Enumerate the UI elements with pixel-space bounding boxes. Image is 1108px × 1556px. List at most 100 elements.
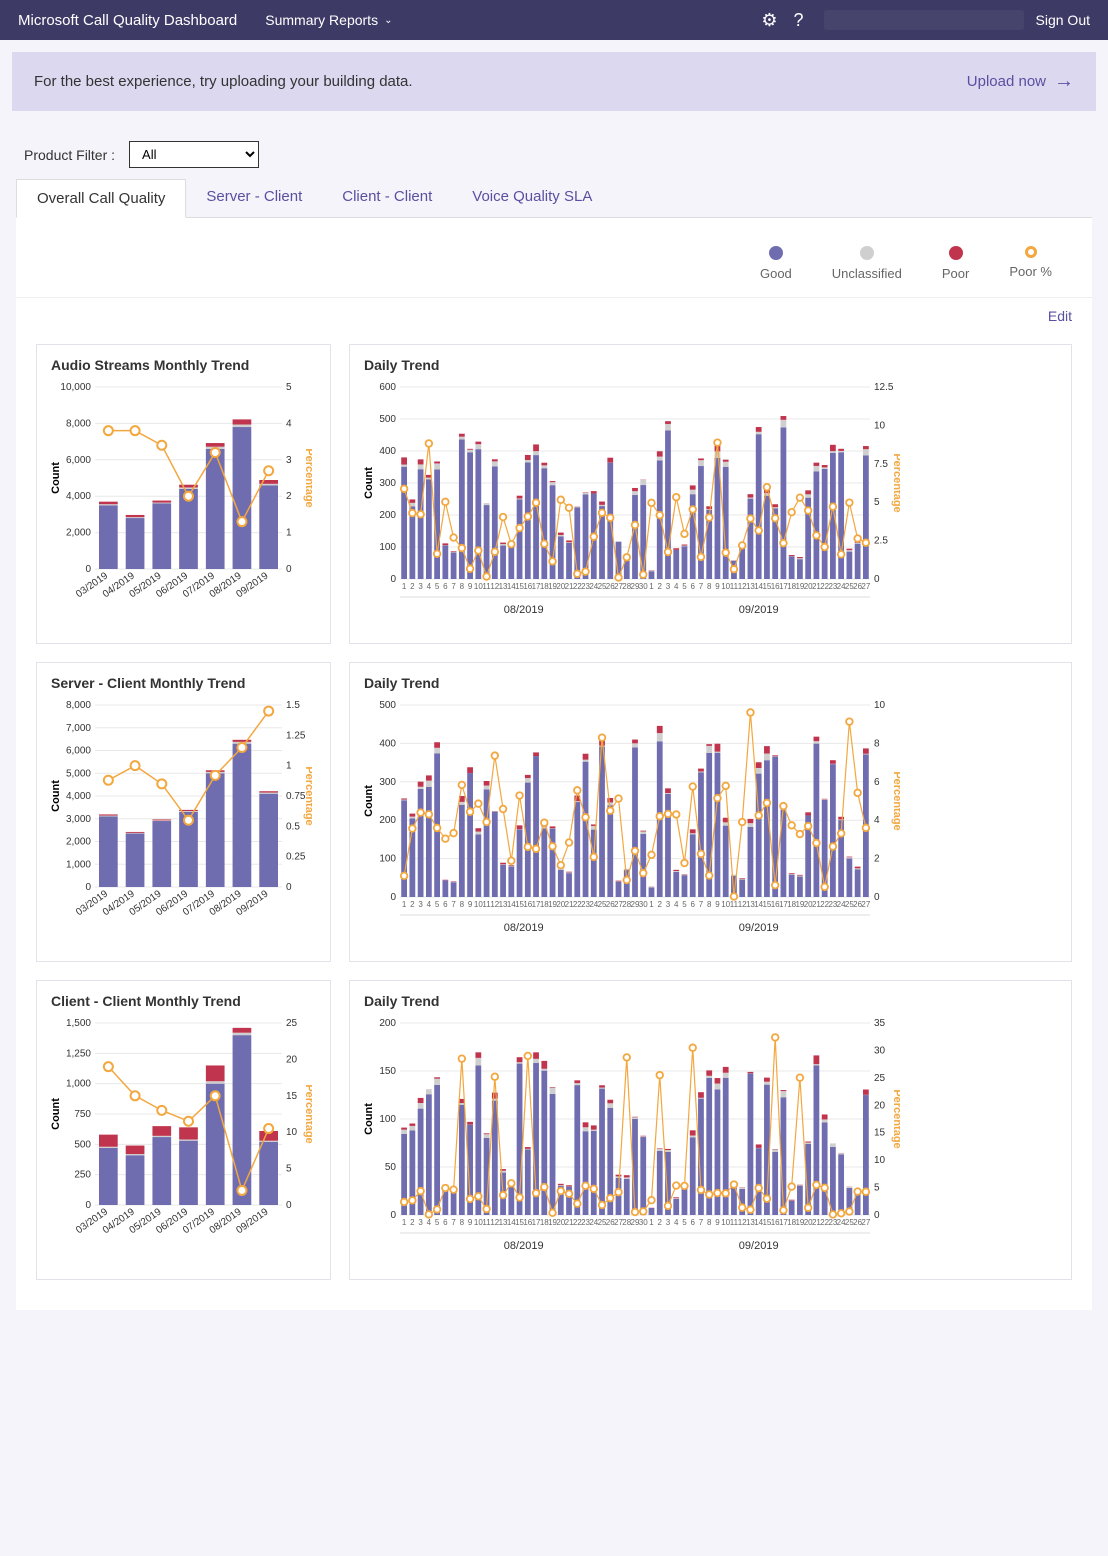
edit-row: Edit xyxy=(16,298,1092,334)
svg-text:8: 8 xyxy=(460,582,465,591)
chart-card: Daily Trend01002003004005000246810123456… xyxy=(349,662,1072,962)
svg-text:500: 500 xyxy=(379,700,396,711)
upload-now-link[interactable]: Upload now → xyxy=(967,70,1074,93)
product-filter-label: Product Filter : xyxy=(24,147,115,163)
svg-text:500: 500 xyxy=(379,414,396,425)
legend-label: Unclassified xyxy=(832,266,902,281)
svg-text:0: 0 xyxy=(874,892,880,903)
app-title: Microsoft Call Quality Dashboard xyxy=(18,12,237,29)
chart-card: Client - Client Monthly Trend02505007501… xyxy=(36,980,331,1280)
svg-text:2,000: 2,000 xyxy=(66,837,91,848)
svg-text:600: 600 xyxy=(379,382,396,393)
svg-text:1: 1 xyxy=(649,900,654,909)
svg-text:Count: Count xyxy=(363,467,375,499)
tab-client-client[interactable]: Client - Client xyxy=(322,178,452,217)
svg-text:8: 8 xyxy=(707,1218,712,1227)
svg-text:25: 25 xyxy=(286,1018,298,1029)
tab-server-client[interactable]: Server - Client xyxy=(186,178,322,217)
svg-text:0: 0 xyxy=(874,1210,880,1221)
svg-text:Count: Count xyxy=(363,1103,375,1135)
svg-text:1.25: 1.25 xyxy=(286,730,306,741)
summary-reports-dropdown[interactable]: Summary Reports ⌄ xyxy=(265,12,392,28)
svg-text:2: 2 xyxy=(410,900,415,909)
svg-text:5: 5 xyxy=(874,1183,880,1194)
svg-text:200: 200 xyxy=(379,815,396,826)
svg-text:7: 7 xyxy=(699,1218,704,1227)
svg-text:4,000: 4,000 xyxy=(66,791,91,802)
svg-text:8: 8 xyxy=(707,582,712,591)
svg-text:08/2019: 08/2019 xyxy=(504,922,544,934)
svg-text:35: 35 xyxy=(874,1018,886,1029)
dropdown-label: Summary Reports xyxy=(265,12,378,28)
signout-link[interactable]: Sign Out xyxy=(1036,12,1090,28)
svg-text:250: 250 xyxy=(74,1170,91,1181)
tab-voice-quality-sla[interactable]: Voice Quality SLA xyxy=(452,178,612,217)
svg-text:9: 9 xyxy=(715,1218,720,1227)
svg-text:3: 3 xyxy=(418,1218,423,1227)
svg-text:1,250: 1,250 xyxy=(66,1048,91,1059)
svg-text:1: 1 xyxy=(649,582,654,591)
svg-text:27: 27 xyxy=(861,582,870,591)
svg-text:8: 8 xyxy=(460,1218,465,1227)
monthly-chart: 02505007501,0001,2501,500051015202503/20… xyxy=(47,1017,312,1247)
svg-text:6,000: 6,000 xyxy=(66,455,91,466)
svg-text:1: 1 xyxy=(649,1218,654,1227)
svg-text:3: 3 xyxy=(666,900,671,909)
svg-text:0: 0 xyxy=(874,574,880,585)
upload-banner: For the best experience, try uploading y… xyxy=(12,52,1096,111)
svg-text:0: 0 xyxy=(85,564,91,575)
chart-title: Audio Streams Monthly Trend xyxy=(37,345,330,377)
svg-text:30: 30 xyxy=(639,900,648,909)
chart-title: Daily Trend xyxy=(350,981,1071,1013)
svg-text:0: 0 xyxy=(390,574,396,585)
legend: Good Unclassified Poor Poor % xyxy=(16,218,1092,298)
svg-text:09/2019: 09/2019 xyxy=(739,604,779,616)
svg-text:7: 7 xyxy=(699,582,704,591)
svg-text:0: 0 xyxy=(286,1200,292,1211)
svg-text:7.5: 7.5 xyxy=(874,459,888,470)
legend-swatch xyxy=(860,246,874,260)
svg-text:20: 20 xyxy=(874,1100,886,1111)
svg-text:4: 4 xyxy=(874,815,880,826)
svg-text:Percentage: Percentage xyxy=(891,1089,900,1148)
svg-text:8,000: 8,000 xyxy=(66,418,91,429)
svg-text:10: 10 xyxy=(874,1155,886,1166)
tab-overall-call-quality[interactable]: Overall Call Quality xyxy=(16,179,186,218)
svg-text:4: 4 xyxy=(286,418,292,429)
daily-chart: 0501001502000510152025303512345678910111… xyxy=(360,1017,900,1267)
svg-text:4,000: 4,000 xyxy=(66,491,91,502)
svg-text:7: 7 xyxy=(451,900,456,909)
svg-text:500: 500 xyxy=(74,1139,91,1150)
svg-text:30: 30 xyxy=(874,1045,886,1056)
svg-text:1: 1 xyxy=(402,582,407,591)
svg-text:3,000: 3,000 xyxy=(66,814,91,825)
legend-item: Good xyxy=(760,246,792,281)
svg-text:09/2019: 09/2019 xyxy=(739,1240,779,1252)
svg-text:2.5: 2.5 xyxy=(874,536,888,547)
svg-text:08/2019: 08/2019 xyxy=(504,604,544,616)
gear-icon[interactable]: ⚙ xyxy=(761,10,777,31)
svg-text:0: 0 xyxy=(286,882,292,893)
svg-text:300: 300 xyxy=(379,478,396,489)
svg-text:7: 7 xyxy=(699,900,704,909)
legend-label: Poor % xyxy=(1009,264,1052,279)
svg-text:08/2019: 08/2019 xyxy=(504,1240,544,1252)
svg-text:12.5: 12.5 xyxy=(874,382,894,393)
edit-link[interactable]: Edit xyxy=(1048,308,1072,324)
help-icon[interactable]: ? xyxy=(794,10,804,31)
svg-text:300: 300 xyxy=(379,777,396,788)
daily-chart: 010020030040050060002.557.51012.51234567… xyxy=(360,381,900,631)
svg-text:6: 6 xyxy=(690,900,695,909)
svg-text:100: 100 xyxy=(379,1114,396,1125)
svg-text:2: 2 xyxy=(410,582,415,591)
chart-title: Server - Client Monthly Trend xyxy=(37,663,330,695)
svg-text:3: 3 xyxy=(666,1218,671,1227)
svg-text:4: 4 xyxy=(427,1218,432,1227)
product-filter-select[interactable]: All xyxy=(129,141,259,168)
svg-text:8: 8 xyxy=(707,900,712,909)
legend-item: Unclassified xyxy=(832,246,902,281)
chevron-down-icon: ⌄ xyxy=(384,15,392,26)
svg-text:0.5: 0.5 xyxy=(286,821,300,832)
legend-label: Poor xyxy=(942,266,969,281)
filter-row: Product Filter : All xyxy=(0,123,1108,178)
